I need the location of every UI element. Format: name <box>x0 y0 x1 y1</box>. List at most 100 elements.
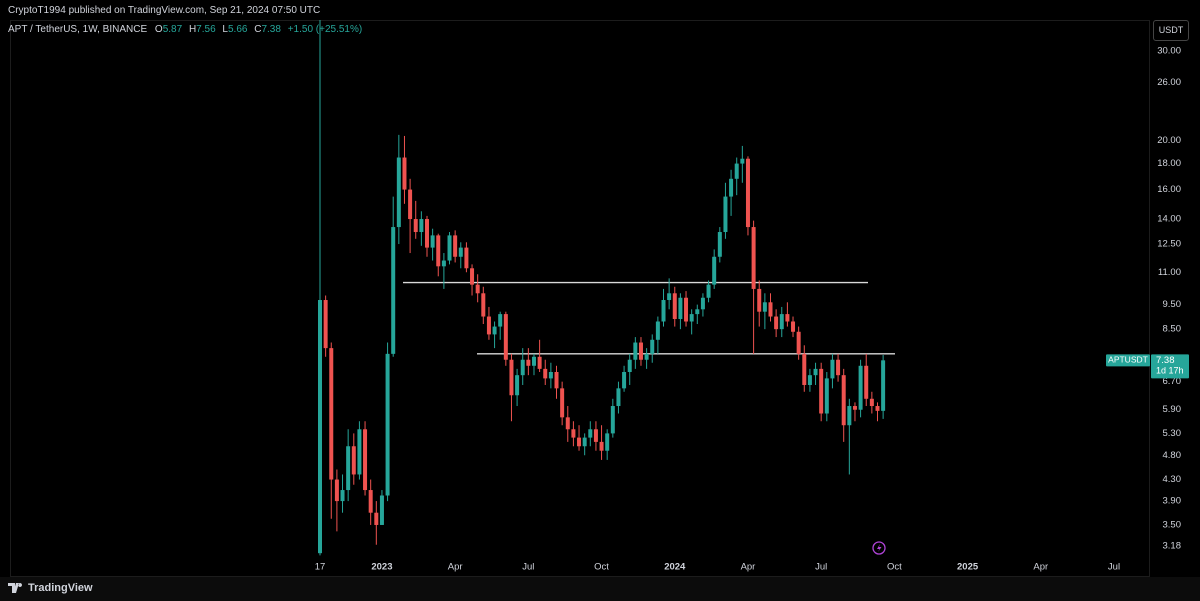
candle-body <box>864 365 869 399</box>
symbol-tag-text: APTUSDT <box>1108 355 1148 365</box>
candle-body <box>751 227 756 289</box>
candle-body <box>667 293 672 301</box>
ohlc-label: L <box>222 24 228 35</box>
candle-body <box>650 339 655 354</box>
candle-body <box>492 326 497 335</box>
candle-body <box>757 288 762 312</box>
x-tick-label: Oct <box>594 562 609 573</box>
candle-body <box>610 406 615 434</box>
candle-body <box>526 359 531 366</box>
candle-body <box>712 256 717 285</box>
candle-body <box>363 429 368 491</box>
candle-body <box>464 247 469 269</box>
candle-body <box>318 300 322 554</box>
candle-body <box>458 247 463 257</box>
y-tick-label: 3.18 <box>1163 541 1182 552</box>
candle-body <box>661 300 666 322</box>
candle-body <box>678 297 683 320</box>
candle-body <box>351 446 356 475</box>
price-tag-countdown: 1d 17h <box>1156 366 1184 376</box>
candle-body <box>729 178 734 197</box>
candle-body <box>740 158 745 164</box>
candle-body <box>346 446 351 491</box>
candle-body <box>852 406 857 410</box>
candle-body <box>824 378 829 414</box>
footer: TradingView <box>8 582 93 594</box>
ohlc-label: C <box>254 24 262 35</box>
symbol-tag <box>1106 354 1150 367</box>
candle-body <box>638 342 643 360</box>
candle-body <box>357 429 362 475</box>
candle-body <box>622 372 627 389</box>
candle-body <box>644 353 649 360</box>
candle-body <box>684 297 689 322</box>
candle-body <box>627 359 632 373</box>
candle-body <box>785 314 790 322</box>
flash-icon <box>872 541 886 555</box>
y-tick-label: 4.80 <box>1163 450 1182 461</box>
candle-body <box>548 372 553 379</box>
candle-body <box>509 359 514 396</box>
candle-body <box>633 342 638 360</box>
candle-body <box>605 433 610 451</box>
y-tick-label: 6.70 <box>1163 376 1182 387</box>
candle-body <box>577 437 582 447</box>
currency-button[interactable]: USDT <box>1153 20 1189 41</box>
candle-body <box>717 232 722 257</box>
candle-body <box>385 353 390 496</box>
logo <box>8 583 23 593</box>
candle-body <box>537 356 542 369</box>
candle-body <box>515 375 520 396</box>
candle-body <box>554 372 559 389</box>
y-tick-label: 8.50 <box>1163 324 1182 335</box>
candle-body <box>560 388 565 418</box>
candle-body <box>520 359 525 376</box>
ohlc-value: 5.66 <box>227 24 248 35</box>
ohlc-value: 7.56 <box>196 24 216 35</box>
candle-body <box>396 157 401 228</box>
candle-body <box>796 331 801 354</box>
x-tick-label: Apr <box>741 562 756 573</box>
candle-body <box>819 368 824 414</box>
candle-body <box>836 359 841 376</box>
plot <box>318 20 895 556</box>
candle-body <box>875 406 880 411</box>
candle-body <box>374 512 379 525</box>
candle-body <box>706 284 711 298</box>
x-tick-label: Jul <box>1108 562 1120 573</box>
x-tick-label: 2023 <box>371 562 392 573</box>
pane-border <box>10 20 1150 577</box>
candle-body <box>475 284 480 294</box>
candle-body <box>734 163 739 179</box>
candle-body <box>582 437 587 447</box>
candle-body <box>486 316 491 335</box>
candle-body <box>858 365 863 410</box>
price-tag-value: 7.38 <box>1156 355 1175 366</box>
candle-body <box>869 398 874 407</box>
x-tick-label: Apr <box>1033 562 1048 573</box>
candle-body <box>565 417 570 430</box>
y-tick-label: 12.50 <box>1157 239 1181 250</box>
candle-body <box>847 406 852 426</box>
x-tick-label: 17 <box>315 562 326 573</box>
y-tick-label: 20.00 <box>1157 135 1181 146</box>
candle-body <box>379 495 384 525</box>
change: +1.50 (+25.51%) <box>287 24 363 35</box>
y-tick-label: 5.30 <box>1163 428 1182 439</box>
y-tick-label: 16.00 <box>1157 184 1181 195</box>
symbol: APT / TetherUS, 1W, BINANCE <box>8 24 148 35</box>
candle-body <box>430 235 435 248</box>
y-tick-label: 26.00 <box>1157 77 1181 88</box>
candle-body <box>447 235 452 261</box>
candle-body <box>424 219 429 248</box>
candle-body <box>391 227 396 354</box>
candle-body <box>402 157 407 190</box>
candle-body <box>413 219 418 233</box>
candle-body <box>723 196 728 233</box>
candle-body <box>503 314 508 360</box>
candle-body <box>881 360 886 411</box>
candle-body <box>334 479 339 502</box>
x-tick-label: Apr <box>448 562 463 573</box>
candle-body <box>672 293 677 320</box>
